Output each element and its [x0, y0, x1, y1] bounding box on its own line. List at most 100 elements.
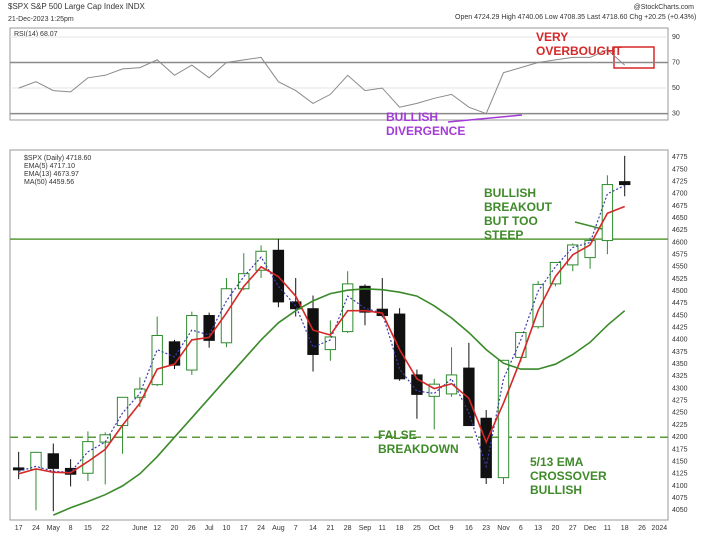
rsi-frame	[9, 27, 669, 121]
x-tick-label: 7	[294, 525, 298, 532]
y-tick-label: 4175	[672, 446, 688, 453]
quote: Open 4724.29 High 4740.06 Low 4708.35 La…	[455, 14, 696, 21]
x-tick-label: 26	[638, 525, 646, 532]
y-tick-label: 4725	[672, 178, 688, 185]
x-tick-label: 6	[519, 525, 523, 532]
y-tick-label: 4275	[672, 398, 688, 405]
indicator-line	[52, 287, 626, 516]
x-tick-label: 20	[171, 525, 179, 532]
annotation: BULLISH DIVERGENCE	[386, 110, 466, 138]
y-tick-label: 4625	[672, 227, 688, 234]
y-tick-label: 90	[672, 34, 680, 41]
x-tick-label: 28	[344, 525, 352, 532]
candle-body	[12, 467, 25, 471]
y-tick-label: 4450	[672, 312, 688, 319]
x-tick-label: 17	[240, 525, 248, 532]
x-tick-label: 14	[309, 525, 317, 532]
watermark: @StockCharts.com	[634, 4, 695, 11]
x-tick-label: May	[47, 525, 61, 532]
y-tick-label: 4150	[672, 458, 688, 465]
x-tick-label: 11	[379, 525, 386, 532]
x-tick-label: 10	[223, 525, 231, 532]
x-tick-label: 27	[569, 525, 577, 532]
x-tick-label: 16	[465, 525, 473, 532]
y-tick-label: 4700	[672, 191, 688, 198]
candle-body	[47, 453, 59, 469]
y-tick-label: 4225	[672, 422, 688, 429]
rsi-label: RSI(14) 68.07	[14, 31, 58, 38]
annotation: FALSE BREAKDOWN	[378, 428, 459, 456]
candle-body	[463, 367, 475, 427]
candle-body	[64, 467, 77, 475]
x-tick-label: 2024	[652, 525, 668, 532]
x-tick-label: 26	[188, 525, 196, 532]
x-tick-label: 17	[15, 525, 23, 532]
x-tick-label: 15	[84, 525, 92, 532]
y-tick-label: 4500	[672, 288, 688, 295]
y-tick-label: 4200	[672, 434, 688, 441]
x-tick-label: 20	[552, 525, 560, 532]
x-tick-label: 12	[153, 525, 161, 532]
candle-body	[324, 336, 337, 351]
x-tick-label: 9	[450, 525, 454, 532]
x-tick-label: 8	[69, 525, 73, 532]
y-tick-label: 4650	[672, 215, 688, 222]
y-tick-label: 4350	[672, 361, 688, 368]
candle-body	[480, 417, 492, 479]
candle-body	[393, 313, 406, 380]
candle-body	[549, 261, 562, 285]
annotation: VERY OVERBOUGHT	[536, 30, 623, 58]
x-tick-label: 18	[621, 525, 629, 532]
y-tick-label: 4525	[672, 276, 688, 283]
candle-body	[168, 341, 181, 366]
x-tick-label: 24	[257, 525, 265, 532]
candle-body	[220, 288, 233, 344]
annotation: BULLISH BREAKOUT BUT TOO STEEP	[484, 186, 552, 242]
x-tick-label: Nov	[497, 525, 510, 532]
x-tick-label: 13	[534, 525, 542, 532]
candle-body	[82, 441, 94, 474]
candle-body	[584, 240, 596, 259]
title: $SPX S&P 500 Large Cap Index INDX	[8, 2, 145, 11]
y-tick-label: 50	[672, 85, 680, 92]
x-tick-label: 21	[326, 525, 334, 532]
legend-entry: MA(50) 4459.56	[24, 179, 74, 186]
candle-body	[497, 359, 510, 479]
candle-body	[411, 374, 423, 395]
candle-body	[186, 315, 198, 371]
y-tick-label: 4575	[672, 252, 688, 259]
indicator-line	[18, 205, 625, 475]
overbought-box	[613, 46, 655, 69]
candle-body	[341, 283, 354, 333]
x-tick-label: 18	[396, 525, 404, 532]
y-tick-label: 4375	[672, 349, 688, 356]
y-tick-label: 30	[672, 110, 680, 117]
y-tick-label: 4325	[672, 373, 688, 380]
y-tick-label: 4300	[672, 385, 688, 392]
candle-body	[151, 334, 163, 386]
price-frame	[9, 149, 669, 521]
candle-body	[428, 383, 440, 397]
y-tick-label: 4550	[672, 264, 688, 271]
date: 21-Dec-2023 1:25pm	[8, 16, 74, 23]
legend-entry: EMA(13) 4673.97	[24, 171, 79, 178]
y-tick-label: 4775	[672, 154, 688, 161]
y-tick-label: 4050	[672, 507, 688, 514]
x-tick-label: Dec	[584, 525, 597, 532]
y-tick-label: 70	[672, 59, 680, 66]
y-tick-label: 4600	[672, 239, 688, 246]
y-tick-label: 4475	[672, 300, 688, 307]
x-tick-label: 25	[413, 525, 421, 532]
y-tick-label: 4075	[672, 495, 688, 502]
rsi-line	[18, 49, 626, 115]
x-tick-label: June	[132, 525, 147, 532]
candle-body	[619, 181, 631, 186]
x-tick-label: 22	[101, 525, 109, 532]
legend-entry: $SPX (Daily) 4718.60	[24, 155, 91, 162]
x-tick-label: Jul	[205, 525, 214, 532]
candle-body	[255, 250, 267, 271]
x-tick-label: Oct	[429, 525, 440, 532]
candle-body	[99, 434, 111, 443]
